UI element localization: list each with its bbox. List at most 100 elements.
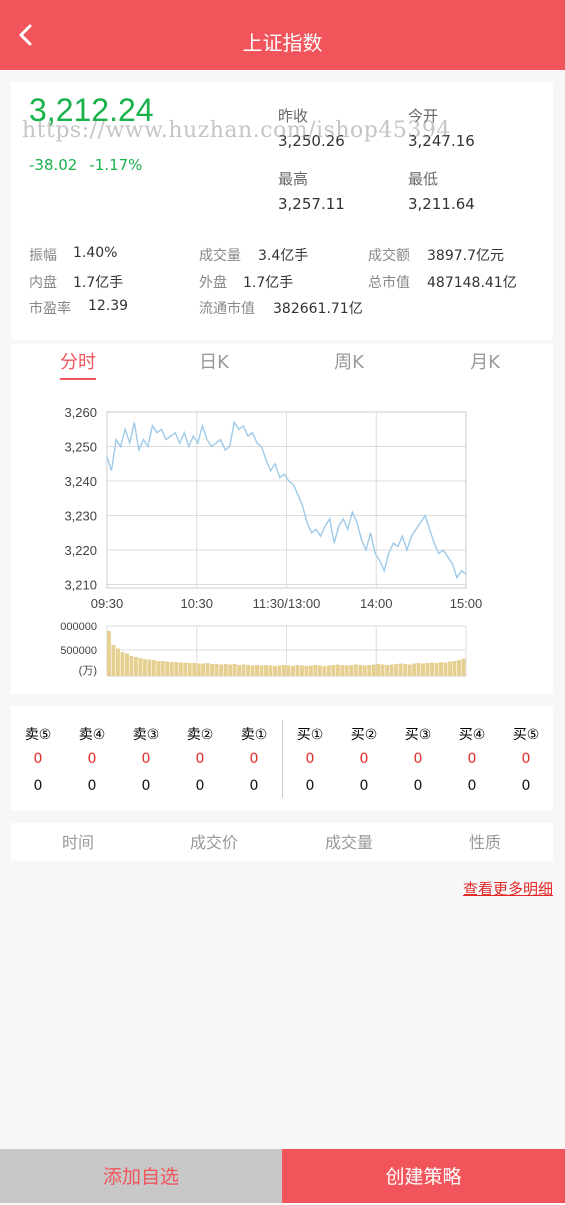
volume-bar	[268, 665, 273, 676]
volume-bar	[295, 665, 300, 676]
order-book-level-label: 卖②	[186, 727, 214, 743]
volume-bar	[389, 664, 394, 676]
volume-bar	[116, 648, 120, 676]
volume-bar	[322, 666, 327, 676]
tab-weekly-k[interactable]: 周K	[334, 352, 364, 373]
volume-bar	[421, 663, 425, 676]
volume-bar	[133, 657, 138, 676]
volume-bar	[457, 660, 461, 676]
volume-bar	[439, 662, 443, 676]
intraday-chart: 3,260 3,250 3,240 3,230 3,220 3,210 09:30 10:30…	[11, 382, 553, 694]
app-header: 上证指数	[0, 0, 565, 70]
volume-bar	[403, 664, 408, 676]
view-more-details-link[interactable]: 查看更多明细	[462, 880, 553, 898]
volume-bar	[461, 658, 466, 676]
volume-bar	[358, 665, 363, 676]
volume-unit-label: (万)	[79, 665, 97, 677]
tab-intraday[interactable]: 分时	[33, 344, 123, 382]
volume-bar	[308, 665, 313, 676]
order-book-price: 0	[195, 751, 205, 767]
volume-bar	[335, 664, 340, 676]
order-book: 卖⑤ 0 0 卖④ 0 0 卖③ 0 0 卖② 0 0 卖① 0 0 买① 0 0 买② 0 0 买③ 0 0 买④ 0 0 买⑤ 0 0	[11, 706, 553, 810]
volume-bar	[452, 661, 457, 676]
prev-close-value: 3,250.26	[278, 132, 345, 150]
intraday-chart-svg: 3,260 3,250 3,240 3,230 3,220 3,210 09:30 10:30…	[60, 405, 483, 677]
stat-label: 成交额	[368, 248, 410, 264]
volume-bar	[300, 665, 304, 676]
column-time: 时间	[61, 833, 94, 852]
volume-bar	[183, 662, 188, 676]
volume-bar	[219, 664, 224, 676]
volume-bar	[443, 662, 448, 676]
volume-bar	[416, 663, 421, 676]
volume-bar	[286, 665, 291, 676]
chart-tabs: 分时 日K 周K 月K	[11, 344, 553, 382]
price-change: -38.02 -1.17%	[29, 156, 154, 174]
add-to-watchlist-button[interactable]: 添加自选	[0, 1149, 282, 1203]
open-value: 3,247.16	[408, 132, 475, 150]
volume-bar	[165, 661, 170, 676]
prev-close-label: 昨收	[278, 107, 309, 125]
order-book-volume: 0	[141, 778, 151, 794]
tab-monthly-k[interactable]: 月K	[470, 352, 500, 373]
order-book-volume: 0	[195, 778, 205, 794]
volume-bar	[353, 664, 358, 676]
order-book-price: 0	[467, 751, 477, 767]
column-volume: 成交量	[324, 833, 373, 852]
order-book-divider	[282, 720, 283, 798]
y-tick-label: 3,230	[64, 509, 97, 524]
order-book-price: 0	[521, 751, 531, 767]
stat-label: 内盘	[29, 275, 57, 291]
stat-value: 1.40%	[73, 245, 118, 261]
chevron-left-icon[interactable]	[14, 22, 40, 48]
stat-value: 1.7亿手	[243, 275, 294, 291]
volume-bar	[349, 665, 354, 676]
footer-bar: 添加自选 创建策略	[0, 1149, 565, 1203]
volume-bar	[340, 665, 345, 676]
change-value: -38.02	[29, 156, 78, 174]
order-book-volume: 0	[521, 778, 531, 794]
stat-value: 3.4亿手	[258, 248, 309, 264]
order-book-volume: 0	[413, 778, 423, 794]
change-percent: -1.17%	[89, 156, 143, 174]
volume-bar	[187, 663, 192, 676]
stat-label: 市盈率	[29, 301, 71, 317]
volume-bar	[430, 662, 434, 676]
volume-bar	[111, 645, 116, 676]
open-label: 今开	[408, 107, 439, 125]
price-line	[106, 420, 467, 580]
order-book-level-label: 卖①	[240, 727, 268, 743]
x-tick-label: 11:30/13:00	[253, 596, 321, 611]
volume-bar	[107, 631, 111, 676]
volume-bar	[142, 659, 147, 676]
volume-bar	[448, 661, 452, 676]
volume-bar	[228, 664, 233, 676]
volume-bar	[196, 663, 201, 676]
volume-bar	[407, 664, 412, 676]
order-book-level-label: 卖④	[78, 727, 106, 743]
volume-bar	[434, 663, 439, 676]
volume-bar	[412, 663, 416, 676]
high-label: 最高	[278, 170, 309, 188]
volume-bar	[398, 663, 403, 676]
volume-bar	[259, 665, 264, 676]
x-tick-label: 09:30	[91, 596, 124, 611]
y-tick-label: 3,260	[64, 405, 97, 420]
order-book-volume: 0	[87, 778, 97, 794]
x-tick-label: 15:00	[450, 596, 483, 611]
volume-bar	[331, 665, 336, 676]
volume-bar	[151, 660, 156, 676]
volume-bar	[250, 665, 255, 676]
tab-daily-k[interactable]: 日K	[199, 352, 229, 373]
create-strategy-button[interactable]: 创建策略	[282, 1149, 565, 1203]
order-book-volume: 0	[249, 778, 259, 794]
volume-bar	[326, 665, 331, 676]
volume-bar	[313, 665, 318, 676]
volume-bar	[255, 665, 259, 676]
volume-bar	[273, 666, 277, 676]
trade-table-header: 时间 成交价 成交量 性质	[11, 823, 553, 861]
order-book-volume: 0	[33, 778, 43, 794]
volume-bar	[371, 664, 376, 676]
volume-bar	[246, 665, 250, 676]
order-book-price: 0	[359, 751, 369, 767]
